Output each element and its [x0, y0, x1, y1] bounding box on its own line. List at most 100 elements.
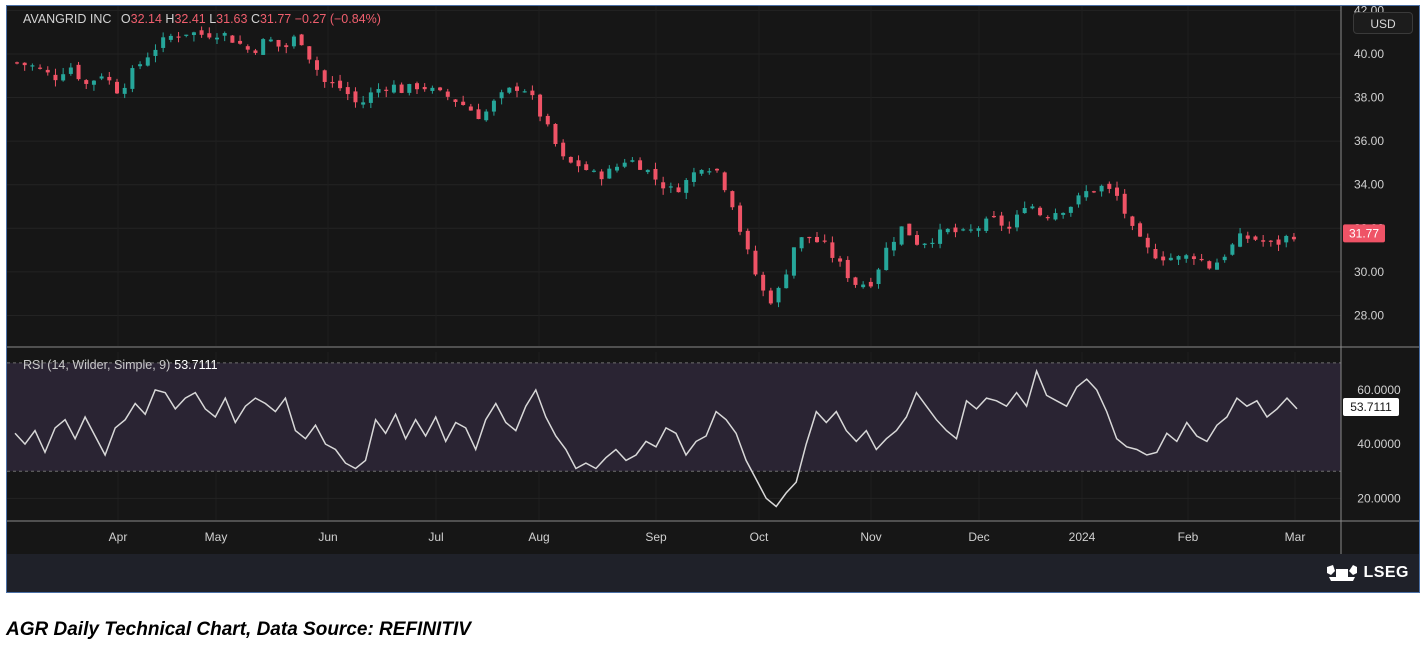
candle-body: [953, 227, 958, 233]
high-value: 32.41: [174, 12, 206, 26]
candle-body: [1253, 236, 1258, 240]
price-tick-label: 40.00: [1354, 47, 1384, 61]
candle-body: [499, 92, 504, 99]
price-tick-label: 36.00: [1354, 134, 1384, 148]
candle-body: [491, 100, 496, 112]
candle-body: [838, 258, 843, 262]
last-rsi-label: 53.7111: [1350, 400, 1392, 414]
candle-body: [853, 277, 858, 285]
candle-body: [261, 39, 266, 55]
candle-body: [876, 269, 881, 285]
candle-body: [891, 241, 896, 251]
price-tick-label: 34.00: [1354, 178, 1384, 192]
candle-body: [1284, 235, 1289, 243]
candle-body: [438, 87, 443, 91]
candle-body: [530, 90, 535, 96]
candle-body: [84, 80, 89, 84]
candle-body: [1191, 256, 1196, 260]
candle-body: [99, 76, 104, 79]
candlestick-series: [15, 26, 1296, 308]
time-axis-ticks[interactable]: Apr May Jun Jul Aug Sep Oct Nov Dec 2024 Feb Mar: [109, 530, 1306, 544]
candle-body: [361, 102, 366, 105]
rsi-band: [7, 362, 1341, 472]
open-value: 32.14: [130, 12, 162, 26]
candle-body: [476, 109, 481, 120]
candle-body: [1268, 240, 1273, 242]
candle-body: [1276, 239, 1281, 245]
time-tick-label: May: [205, 530, 228, 544]
candle-body: [699, 169, 704, 174]
candle-body: [238, 40, 243, 44]
candle-body: [738, 205, 743, 232]
price-pane-bg: [7, 6, 1419, 346]
candle-body: [576, 160, 581, 167]
candle-body: [1053, 213, 1058, 220]
candle-body: [1068, 206, 1073, 213]
time-tick-label: Sep: [645, 530, 667, 544]
candle-body: [122, 87, 127, 94]
time-tick-label: Mar: [1285, 530, 1306, 544]
candle-body: [1168, 257, 1173, 261]
candle-body: [1138, 223, 1143, 237]
candle-body: [415, 83, 419, 90]
last-price-marker: 31.77: [1343, 224, 1385, 243]
candle-body: [968, 229, 973, 231]
rsi-tick-label: 20.0000: [1357, 491, 1401, 505]
candle-body: [1107, 183, 1112, 189]
candle-body: [322, 70, 327, 82]
candle-body: [1153, 248, 1158, 259]
candle-body: [230, 35, 235, 43]
candle-body: [591, 170, 596, 172]
candle-body: [61, 74, 66, 81]
candle-body: [107, 76, 112, 81]
candle-body: [815, 236, 819, 243]
rsi-tick-label: 40.0000: [1357, 437, 1401, 451]
candle-body: [1122, 193, 1127, 214]
candle-body: [568, 156, 573, 163]
bottom-bar: LSEG: [7, 554, 1419, 592]
candle-body: [422, 86, 427, 90]
price-tick-label: 30.00: [1354, 265, 1384, 279]
candle-body: [1215, 262, 1219, 270]
rsi-axis-ticks[interactable]: 20.0000 40.0000 60.0000: [1357, 383, 1401, 505]
candle-body: [622, 162, 627, 167]
candle-body: [445, 91, 450, 97]
time-tick-label: Jun: [318, 530, 337, 544]
candle-body: [22, 62, 27, 66]
currency-button[interactable]: USD: [1353, 12, 1413, 34]
candle-body: [1145, 237, 1150, 248]
last-rsi-marker: 53.7111: [1343, 397, 1399, 416]
candle-body: [599, 171, 604, 180]
candle-body: [545, 115, 550, 125]
candle-body: [407, 84, 412, 93]
candle-body: [391, 84, 396, 93]
candle-body: [168, 35, 173, 40]
lseg-logo: LSEG: [1325, 563, 1409, 583]
high-label: H: [165, 12, 175, 26]
candle-body: [691, 172, 696, 182]
candle-body: [207, 33, 212, 38]
time-tick-label: Aug: [528, 530, 549, 544]
candle-body: [1038, 207, 1043, 216]
candle-body: [907, 223, 912, 236]
candle-body: [38, 67, 43, 69]
candle-body: [484, 111, 489, 121]
last-price-label: 31.77: [1349, 226, 1379, 240]
rsi-indicator-label[interactable]: RSI (14, Wilder, Simple, 9): [23, 358, 171, 372]
time-tick-label: Dec: [968, 530, 989, 544]
candle-body: [715, 168, 719, 171]
candle-body: [191, 32, 196, 36]
candle-body: [276, 39, 281, 47]
candle-body: [253, 50, 258, 53]
candle-body: [976, 228, 981, 231]
candle-body: [161, 37, 166, 48]
candle-body: [753, 250, 758, 275]
rsi-header: RSI (14, Wilder, Simple, 9) 53.7111: [23, 358, 218, 372]
candle-body: [807, 236, 812, 239]
symbol-name[interactable]: AVANGRID INC: [23, 12, 112, 26]
candle-body: [299, 34, 304, 46]
candle-body: [430, 87, 435, 91]
candle-body: [1030, 206, 1035, 209]
candle-body: [507, 87, 512, 93]
lseg-emblem-icon: [1327, 565, 1358, 581]
